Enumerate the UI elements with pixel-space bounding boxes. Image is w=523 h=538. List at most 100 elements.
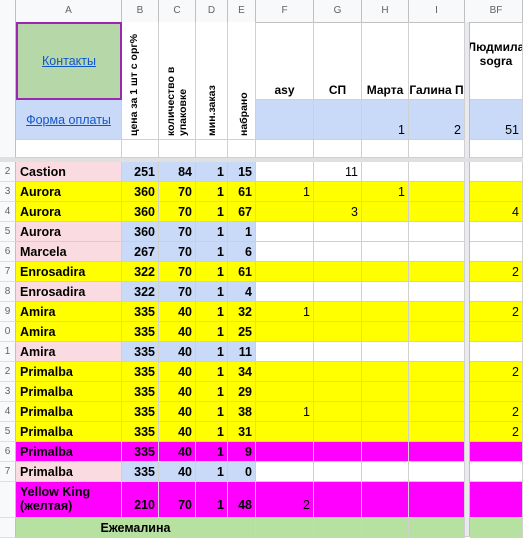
value-b[interactable]: 322 <box>122 282 159 302</box>
header-col-g[interactable]: СП <box>314 22 362 100</box>
value-d[interactable]: 1 <box>196 282 228 302</box>
header-col-d[interactable]: мин.заказ <box>196 22 228 140</box>
order-qty-f[interactable] <box>256 242 314 262</box>
order-qty-i[interactable] <box>409 262 465 282</box>
product-name[interactable]: Aurora <box>16 182 122 202</box>
order-qty-bf[interactable] <box>470 342 523 362</box>
empty-cell[interactable] <box>362 140 409 158</box>
order-qty-g[interactable] <box>314 382 362 402</box>
order-qty-i[interactable] <box>409 222 465 242</box>
order-qty-bf[interactable]: 2 <box>470 262 523 282</box>
order-qty-f[interactable] <box>256 422 314 442</box>
value-c[interactable]: 70 <box>159 222 196 242</box>
value-d[interactable]: 1 <box>196 242 228 262</box>
value-c[interactable]: 70 <box>159 242 196 262</box>
header-col-b[interactable]: цена за 1 шт с орг% <box>122 22 159 140</box>
value-c[interactable]: 70 <box>159 182 196 202</box>
value-e[interactable]: 32 <box>228 302 256 322</box>
order-qty-g[interactable] <box>314 442 362 462</box>
value-b[interactable]: 360 <box>122 222 159 242</box>
row-number[interactable]: 2 <box>0 162 16 182</box>
column-header-d[interactable]: D <box>196 0 228 22</box>
order-qty-i[interactable] <box>409 362 465 382</box>
empty-cell[interactable] <box>196 140 228 158</box>
value-c[interactable]: 70 <box>159 282 196 302</box>
corner-cell[interactable] <box>0 0 16 22</box>
row-number[interactable]: 6 <box>0 442 16 462</box>
order-qty-g[interactable]: 11 <box>314 162 362 182</box>
row-number[interactable]: 7 <box>0 262 16 282</box>
column-header-h[interactable]: H <box>362 0 409 22</box>
order-qty-h[interactable]: 1 <box>362 182 409 202</box>
order-qty-f[interactable] <box>256 162 314 182</box>
order-qty-f[interactable] <box>256 282 314 302</box>
empty-cell[interactable] <box>256 518 314 538</box>
value-d[interactable]: 1 <box>196 262 228 282</box>
order-qty-h[interactable] <box>362 442 409 462</box>
order-qty-g[interactable] <box>314 222 362 242</box>
value-c[interactable]: 40 <box>159 382 196 402</box>
order-qty-g[interactable] <box>314 322 362 342</box>
value-e[interactable]: 15 <box>228 162 256 182</box>
value-b[interactable]: 335 <box>122 362 159 382</box>
order-qty-f[interactable] <box>256 442 314 462</box>
row-number[interactable]: 5 <box>0 422 16 442</box>
value-c[interactable]: 40 <box>159 442 196 462</box>
product-name[interactable]: Primalba <box>16 442 122 462</box>
order-qty-h[interactable] <box>362 202 409 222</box>
order-qty-g[interactable] <box>314 282 362 302</box>
order-qty-h[interactable] <box>362 262 409 282</box>
contacts-link-label[interactable]: Контакты <box>42 54 96 68</box>
value-c[interactable]: 70 <box>159 262 196 282</box>
payment-link-label[interactable]: Форма оплаты <box>26 113 111 127</box>
value-b[interactable]: 335 <box>122 402 159 422</box>
row-number[interactable]: 4 <box>0 202 16 222</box>
order-qty-bf[interactable] <box>470 242 523 262</box>
product-name[interactable]: Primalba <box>16 422 122 442</box>
order-qty-i[interactable] <box>409 202 465 222</box>
order-qty-f[interactable]: 1 <box>256 302 314 322</box>
product-name[interactable]: Enrosadira <box>16 282 122 302</box>
column-header-i[interactable]: I <box>409 0 465 22</box>
order-qty-i[interactable] <box>409 302 465 322</box>
value-b[interactable]: 335 <box>122 462 159 482</box>
value-b[interactable]: 335 <box>122 442 159 462</box>
order-qty-f[interactable] <box>256 202 314 222</box>
order-qty-h[interactable] <box>362 342 409 362</box>
order-qty-i[interactable] <box>409 322 465 342</box>
order-qty-bf[interactable] <box>470 322 523 342</box>
empty-cell[interactable] <box>256 140 314 158</box>
value-b[interactable]: 360 <box>122 182 159 202</box>
value-b[interactable]: 360 <box>122 202 159 222</box>
order-qty-bf[interactable] <box>470 442 523 462</box>
section-label[interactable]: Ежемалина <box>16 518 256 538</box>
value-c[interactable]: 70 <box>159 482 196 518</box>
order-qty-h[interactable] <box>362 162 409 182</box>
product-name[interactable]: Yellow King (желтая) <box>16 482 122 518</box>
value-d[interactable]: 1 <box>196 322 228 342</box>
order-qty-h[interactable] <box>362 422 409 442</box>
order-qty-f[interactable] <box>256 322 314 342</box>
empty-cell[interactable] <box>122 140 159 158</box>
empty-cell[interactable] <box>314 140 362 158</box>
order-qty-i[interactable] <box>409 242 465 262</box>
empty-cell[interactable] <box>362 518 409 538</box>
value-e[interactable]: 4 <box>228 282 256 302</box>
value-b[interactable]: 335 <box>122 342 159 362</box>
value-d[interactable]: 1 <box>196 402 228 422</box>
order-qty-bf[interactable]: 2 <box>470 402 523 422</box>
value-b[interactable]: 335 <box>122 322 159 342</box>
value-e[interactable]: 38 <box>228 402 256 422</box>
payment-link[interactable]: Форма оплаты <box>16 100 122 140</box>
header-col-c[interactable]: количество в упаковке <box>159 22 196 140</box>
value-c[interactable]: 70 <box>159 202 196 222</box>
empty-cell[interactable] <box>228 140 256 158</box>
order-qty-i[interactable] <box>409 162 465 182</box>
header-col-f[interactable]: asy <box>256 22 314 100</box>
column-header-a[interactable]: A <box>16 0 122 22</box>
column-header-b[interactable]: B <box>122 0 159 22</box>
value-e[interactable]: 11 <box>228 342 256 362</box>
row-number[interactable]: 9 <box>0 302 16 322</box>
order-qty-f[interactable] <box>256 462 314 482</box>
value-e[interactable]: 31 <box>228 422 256 442</box>
